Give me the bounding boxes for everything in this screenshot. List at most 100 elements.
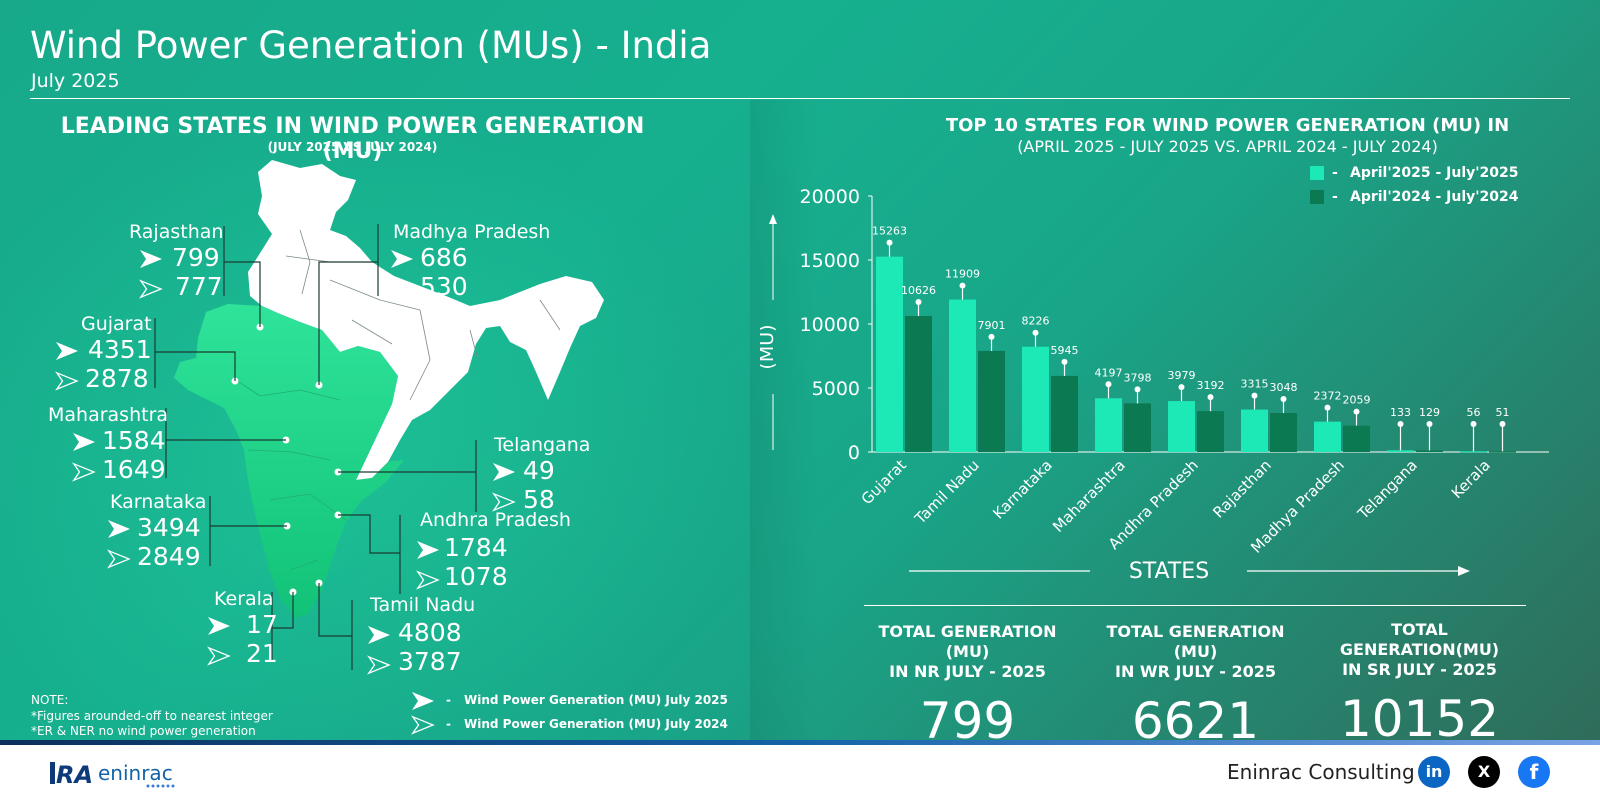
y-tick-label: 20000 bbox=[800, 186, 860, 208]
data-label: 15263 bbox=[872, 225, 907, 238]
value-2024-madhya-pradesh: 530 bbox=[420, 272, 468, 301]
value-2024-telangana: 58 bbox=[523, 485, 555, 514]
map-legend-dash-2: - bbox=[446, 717, 451, 731]
total-sr-line1: TOTAL GENERATION(MU) bbox=[1339, 620, 1500, 659]
total-nr-line2: IN NR JULY - 2025 bbox=[889, 662, 1046, 681]
logo-text: eninrac bbox=[98, 761, 173, 785]
bar-2025 bbox=[1022, 346, 1049, 452]
arrow-outline-icon bbox=[368, 656, 390, 674]
data-label-dot bbox=[988, 333, 995, 340]
note-line-1: *Figures arounded-off to nearest integer bbox=[31, 709, 273, 723]
arrow-outline-icon bbox=[56, 372, 78, 390]
y-axis-arrow-icon bbox=[769, 214, 777, 224]
left-heading: LEADING STATES IN WIND POWER GENERATION … bbox=[60, 114, 645, 164]
value-2025-madhya-pradesh: 686 bbox=[420, 243, 468, 272]
data-label: 129 bbox=[1419, 406, 1440, 419]
data-label-dot bbox=[1324, 404, 1331, 411]
data-label-dot bbox=[1470, 421, 1477, 427]
data-label-dot bbox=[1426, 421, 1433, 427]
total-nr: TOTAL GENERATION (MU) IN NR JULY - 2025 … bbox=[860, 622, 1075, 740]
data-label-dot bbox=[1061, 358, 1068, 365]
bar-2025 bbox=[1241, 409, 1268, 452]
x-tick-label: Kerala bbox=[1448, 456, 1494, 502]
total-sr-value: 10152 bbox=[1339, 690, 1500, 740]
data-label: 3798 bbox=[1124, 371, 1152, 384]
arrow-filled-icon bbox=[140, 250, 162, 268]
x-icon[interactable]: X bbox=[1468, 756, 1500, 788]
legend-dash-2025: - bbox=[1332, 165, 1338, 181]
total-nr-line1: TOTAL GENERATION (MU) bbox=[878, 622, 1057, 661]
total-nr-value: 799 bbox=[919, 692, 1016, 740]
arrow-icons bbox=[56, 250, 515, 734]
bar-2025 bbox=[1168, 401, 1195, 452]
arrow-filled-icon bbox=[391, 250, 413, 268]
infographic-canvas: Wind Power Generation (MUs) - India July… bbox=[0, 0, 1600, 740]
bar-2025 bbox=[876, 256, 903, 452]
bar-2024 bbox=[1197, 411, 1224, 452]
x-tick-label: Telangana bbox=[1354, 456, 1421, 523]
linkedin-icon[interactable]: in bbox=[1418, 756, 1450, 788]
arrow-filled-icon bbox=[417, 541, 439, 559]
total-wr-value: 6621 bbox=[1131, 692, 1260, 740]
arrow-outline-icon bbox=[73, 463, 95, 481]
x-tick-label: Gujarat bbox=[858, 456, 910, 508]
total-wr: TOTAL GENERATION (MU) IN WR JULY - 2025 … bbox=[1088, 622, 1303, 740]
x-axis-arrow-icon bbox=[1458, 566, 1470, 576]
value-2025-kerala: 17 bbox=[246, 610, 278, 639]
data-label-dot bbox=[1178, 384, 1185, 391]
data-label: 8226 bbox=[1022, 315, 1050, 328]
arrow-outline-icon bbox=[108, 550, 130, 568]
value-2025-maharashtra: 1584 bbox=[102, 426, 166, 455]
value-2025-telangana: 49 bbox=[523, 456, 555, 485]
value-2024-karnataka: 2849 bbox=[137, 542, 201, 571]
legend-label-2024: April'2024 - July'2024 bbox=[1350, 189, 1519, 205]
bar-2024 bbox=[905, 315, 932, 452]
map-legend-2024: Wind Power Generation (MU) July 2024 bbox=[464, 717, 728, 731]
data-label: 56 bbox=[1467, 406, 1481, 419]
y-tick-label: 15000 bbox=[800, 250, 860, 272]
data-label-dot bbox=[1207, 394, 1214, 401]
data-label-dot bbox=[915, 298, 922, 305]
bar-2024 bbox=[1416, 450, 1443, 452]
map-green-region bbox=[174, 304, 404, 618]
x-tick-label: Karnataka bbox=[989, 456, 1056, 523]
eninrac-logo: RA eninrac bbox=[50, 756, 190, 794]
page-subtitle: July 2025 bbox=[31, 70, 120, 92]
brand-name: Eninrac Consulting bbox=[1227, 760, 1415, 784]
value-2025-rajasthan: 799 bbox=[172, 243, 220, 272]
value-2024-andhra-pradesh: 1078 bbox=[444, 562, 508, 591]
bar-2024 bbox=[1489, 451, 1516, 453]
data-label-dot bbox=[1499, 421, 1506, 427]
state-label-rajasthan: Rajasthan bbox=[129, 221, 224, 243]
data-label: 2059 bbox=[1343, 394, 1371, 407]
bar-2024 bbox=[1051, 375, 1078, 452]
map-north-region bbox=[248, 160, 604, 480]
bar-2024 bbox=[1270, 412, 1297, 452]
total-wr-line2: IN WR JULY - 2025 bbox=[1115, 662, 1276, 681]
data-label: 11909 bbox=[945, 268, 980, 281]
value-2025-gujarat: 4351 bbox=[88, 335, 152, 364]
arrow-filled-icon bbox=[108, 520, 130, 538]
arrow-outline-icon bbox=[417, 571, 439, 589]
india-map bbox=[154, 160, 604, 670]
data-label: 4197 bbox=[1095, 366, 1123, 379]
left-subheading: (JULY 2025 VS JULY 2024) bbox=[267, 140, 438, 154]
arrow-outline-icon bbox=[391, 280, 413, 298]
facebook-icon[interactable]: f bbox=[1518, 756, 1550, 788]
bar-chart: 0 5000 10000 15000 20000 (MU) 15263 10626 Gujara… bbox=[760, 186, 1549, 584]
totals-divider bbox=[864, 605, 1526, 606]
y-axis-label: (MU) bbox=[760, 324, 778, 369]
state-label-karnataka: Karnataka bbox=[110, 491, 207, 513]
data-label: 3048 bbox=[1270, 381, 1298, 394]
value-2024-kerala: 21 bbox=[246, 639, 278, 668]
note-line-2: *ER & NER no wind power generation bbox=[31, 724, 256, 738]
data-label: 3192 bbox=[1197, 379, 1225, 392]
bar-2024 bbox=[1124, 403, 1151, 452]
arrow-filled-icon bbox=[368, 626, 390, 644]
data-label-dot bbox=[886, 239, 893, 246]
data-label-dot bbox=[1280, 395, 1287, 402]
chart-subtitle: (APRIL 2025 - JULY 2025 VS. APRIL 2024 -… bbox=[1017, 137, 1438, 156]
value-2024-maharashtra: 1649 bbox=[102, 455, 166, 484]
data-label: 133 bbox=[1390, 406, 1411, 419]
footer bbox=[0, 745, 1600, 800]
